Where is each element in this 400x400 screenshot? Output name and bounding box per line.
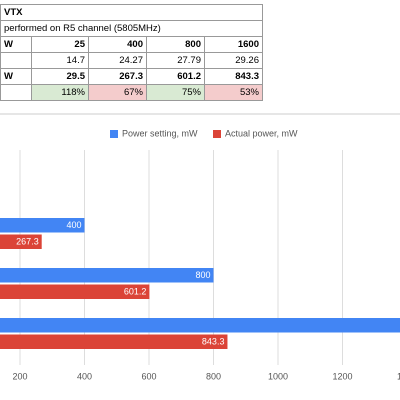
table-cell: 75% bbox=[146, 84, 205, 101]
table-row: 118% 67% 75% 53% bbox=[0, 84, 263, 101]
data-label: 601.2 bbox=[124, 287, 147, 297]
legend-label: Power setting, mW bbox=[122, 128, 198, 138]
legend-swatch bbox=[213, 130, 221, 138]
data-label: 267.3 bbox=[16, 237, 39, 247]
x-tick-label: 600 bbox=[141, 371, 156, 381]
table-cell: 67% bbox=[88, 84, 147, 101]
table-cell: 53% bbox=[204, 84, 263, 101]
table-cell: 118% bbox=[31, 84, 89, 101]
x-tick-label: 200 bbox=[12, 371, 27, 381]
data-label: 800 bbox=[195, 270, 210, 280]
results-table: VTX performed on R5 channel (5805MHz) W 25 4… bbox=[0, 4, 263, 101]
x-tick-label: 400 bbox=[77, 371, 92, 381]
data-label: 400 bbox=[66, 220, 81, 230]
bar bbox=[0, 318, 400, 333]
x-tick-label: 1400 bbox=[397, 371, 400, 381]
bar bbox=[0, 284, 150, 299]
x-tick-label: 1200 bbox=[332, 371, 352, 381]
bar bbox=[0, 218, 85, 233]
legend-label: Actual power, mW bbox=[225, 128, 298, 138]
legend-swatch bbox=[110, 130, 118, 138]
bar bbox=[0, 268, 214, 283]
bar bbox=[0, 234, 42, 249]
x-tick-label: 1000 bbox=[268, 371, 288, 381]
x-tick-label: 800 bbox=[206, 371, 221, 381]
bar bbox=[0, 334, 228, 349]
data-label: 843.3 bbox=[202, 337, 225, 347]
